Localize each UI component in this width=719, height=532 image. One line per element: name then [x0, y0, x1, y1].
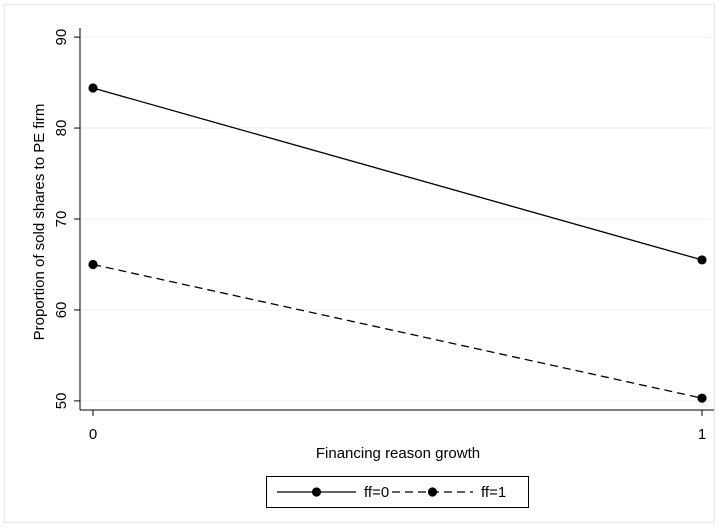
y-axis-label: Proportion of sold shares to PE firm: [31, 104, 48, 341]
legend-marker-ff=1: [427, 487, 438, 497]
x-tick-label: 1: [698, 426, 706, 443]
data-point-ff=1: [88, 259, 98, 270]
data-point-ff=0: [697, 255, 707, 265]
legend-marker-ff=0: [311, 487, 322, 497]
outer-border: [4, 4, 715, 523]
axes: 50 60 70 80 90 0 1: [53, 28, 714, 443]
x-axis-label: Financing reason growth: [316, 445, 480, 462]
legend-label-ff=1: ff=1: [481, 484, 506, 501]
data-point-ff=0: [88, 83, 98, 93]
y-tick-label: 80: [53, 120, 70, 137]
y-tick-label: 60: [53, 302, 70, 319]
gridlines: [80, 36, 714, 402]
legend-label-ff=0: ff=0: [364, 484, 389, 501]
x-tick-label: 0: [89, 426, 97, 443]
y-tick-label: 50: [53, 393, 70, 410]
legend: ff=0 ff=1: [266, 476, 529, 508]
data-point-ff=1: [697, 393, 707, 403]
y-tick-label: 70: [53, 211, 70, 228]
series-line-ff=0: [92, 87, 703, 261]
y-tick-label: 90: [53, 29, 70, 46]
series-layer: [88, 83, 707, 403]
